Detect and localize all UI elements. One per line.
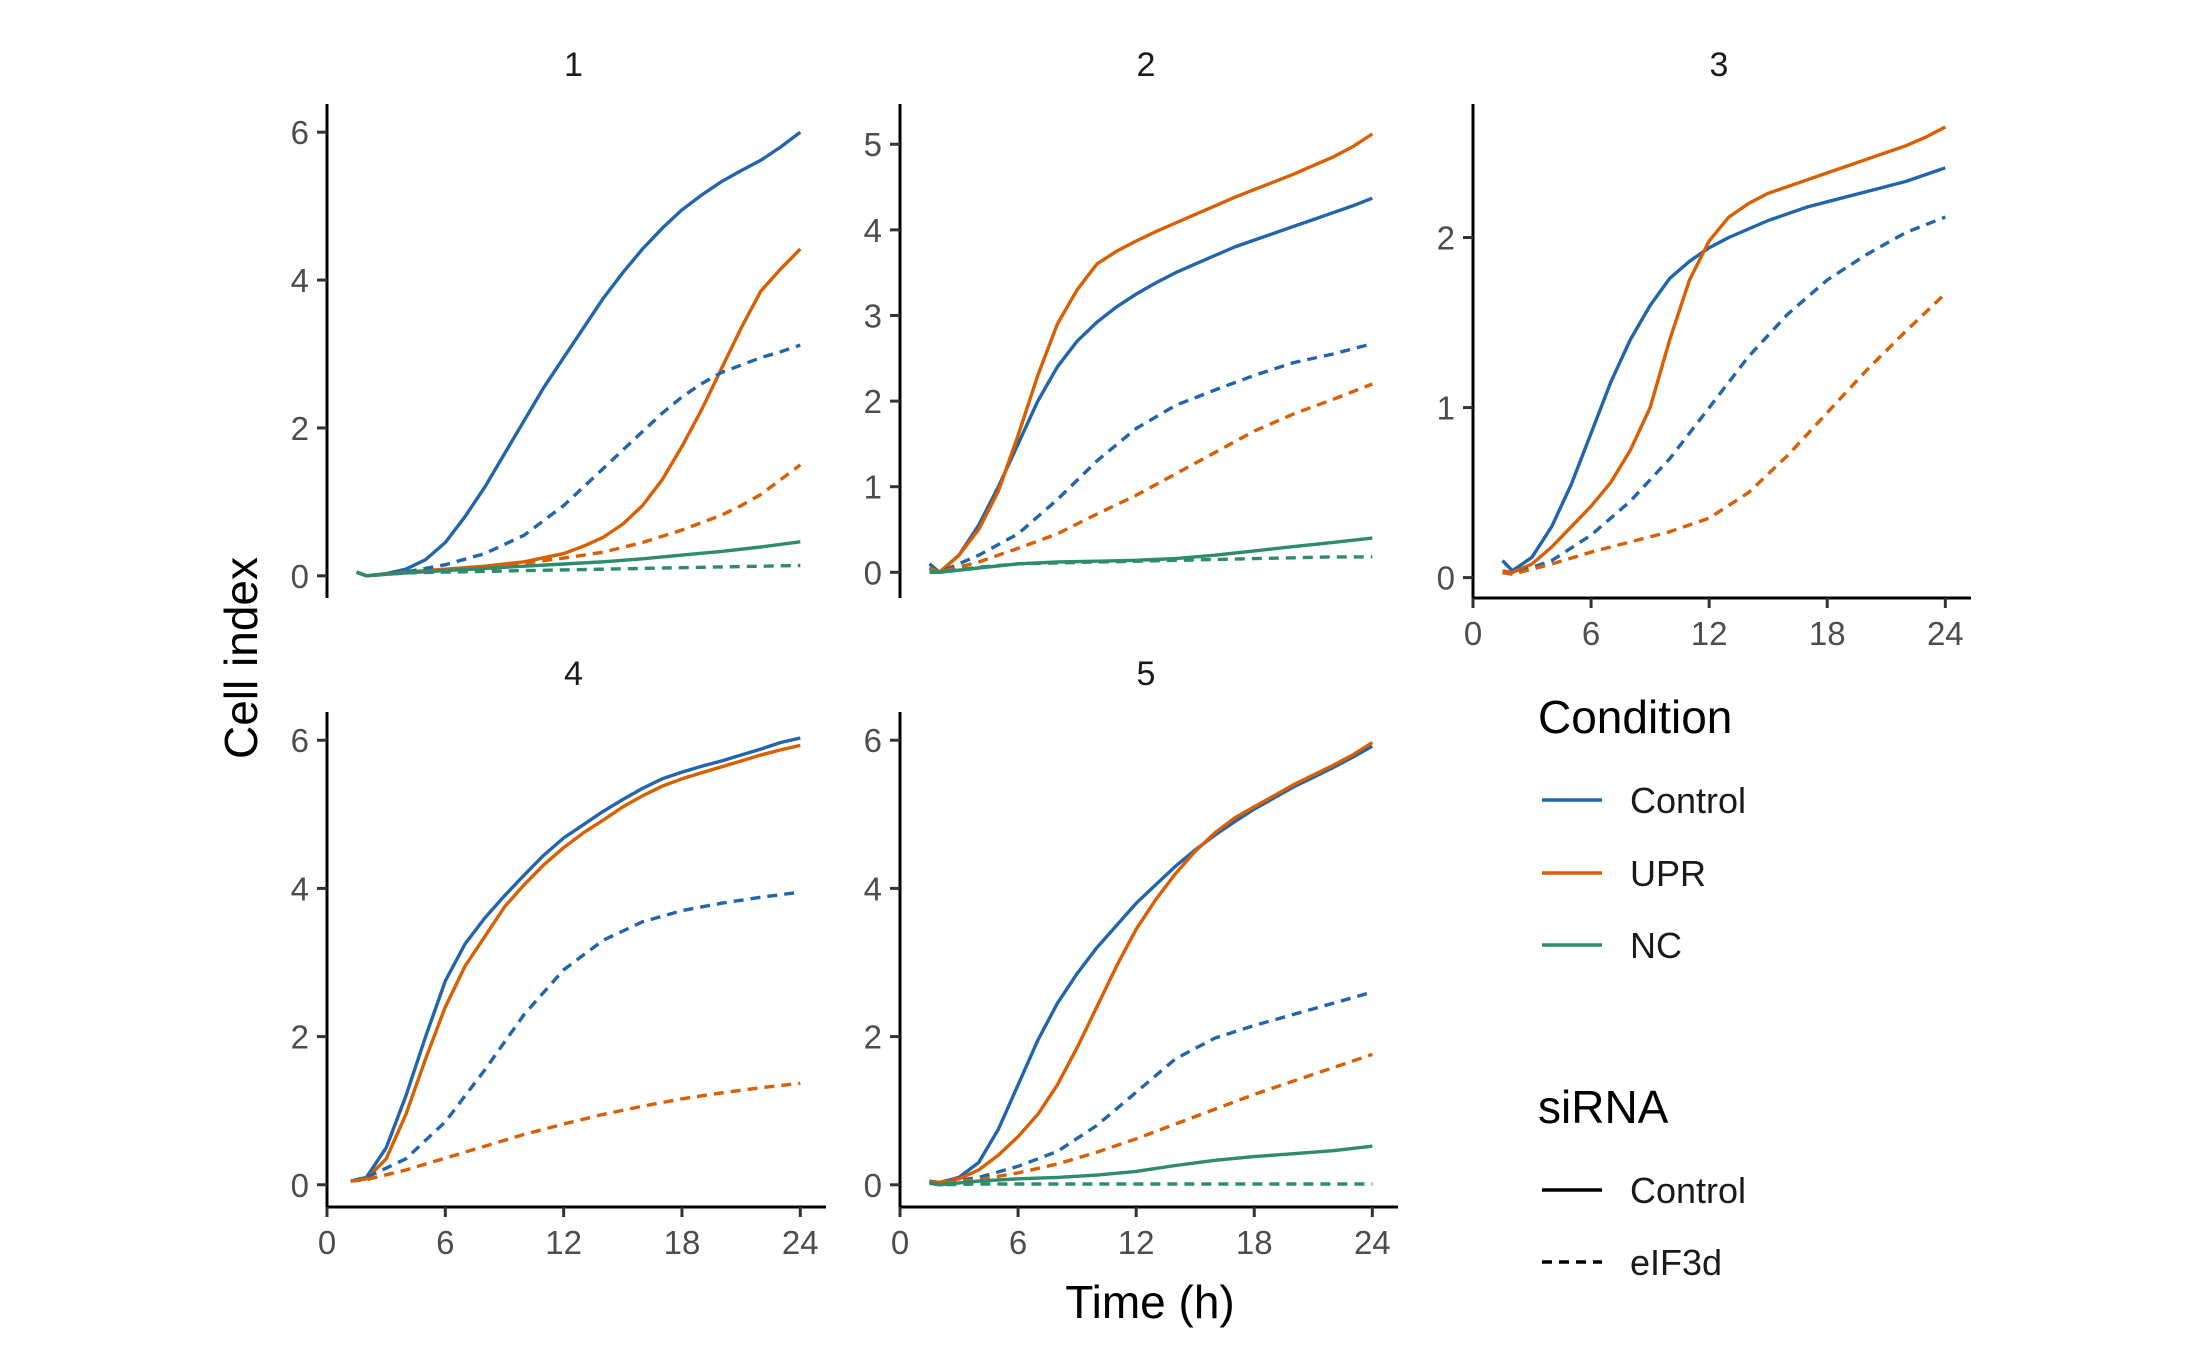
panel-2-y-tick-label: 2 [864, 383, 882, 420]
panel-5-x-tick-label: 0 [891, 1224, 909, 1261]
legend-sirna-label-eif3d: eIF3d [1630, 1242, 1722, 1283]
panel-3-x-tick-label: 12 [1691, 615, 1728, 652]
panel-2-series-control-eif3d [928, 342, 1373, 574]
legend-sirna: siRNA Control eIF3d [1538, 1081, 1746, 1283]
panel-1-y-tick-label: 2 [291, 410, 309, 447]
panel-4-x-tick-label: 6 [436, 1224, 454, 1261]
panel-3-y-tick-label: 0 [1437, 560, 1455, 597]
panel-3-series-upr-control [1502, 125, 1947, 575]
panel-5-series-nc-eif3d [929, 1181, 1373, 1187]
panel-5-x-tick-label: 12 [1118, 1224, 1155, 1261]
legend-condition-title: Condition [1538, 691, 1732, 743]
legend-sirna-label-control: Control [1630, 1170, 1746, 1211]
panel-2-strip-label: 2 [1137, 46, 1156, 84]
legend-condition-label-control: Control [1630, 780, 1746, 821]
panel-5-series-upr-eif3d [929, 1052, 1373, 1186]
panel-1-series-nc-eif3d [355, 563, 801, 578]
panel-3-y-tick-label: 2 [1437, 220, 1455, 257]
panel-2: 2 0 1 2 3 4 5 [864, 46, 1374, 598]
panel-5-y-tick-label: 2 [864, 1019, 882, 1056]
panel-4-x-tick-label: 18 [664, 1224, 701, 1261]
panel-2-y-tick-label: 4 [864, 212, 882, 249]
panel-2-y-tick-label: 1 [864, 469, 882, 506]
panel-3-x-tick-label: 0 [1464, 615, 1482, 652]
panel-1-series-upr-control [355, 247, 802, 578]
panel-2-y-tick-label: 3 [864, 297, 882, 334]
y-axis-title: Cell index [215, 557, 267, 759]
panel-1: 1 0 2 4 6 [291, 46, 802, 598]
panel-1-series-nc-control [355, 540, 801, 578]
panel-4-series-control-control [350, 736, 801, 1183]
panel-1-strip-label: 1 [564, 46, 583, 84]
panel-3-x-tick-label: 24 [1927, 615, 1964, 652]
panel-5-y-tick-label: 6 [864, 722, 882, 759]
legend-condition-label-nc: NC [1630, 925, 1682, 966]
panel-1-series-upr-eif3d [355, 463, 802, 578]
panel-1-series-control-control [355, 130, 802, 578]
panel-3-series-control-control [1501, 166, 1946, 573]
panel-5-series-nc-control [929, 1144, 1373, 1187]
panel-3-x-tick-label: 18 [1809, 615, 1846, 652]
panel-2-y-tick-label: 5 [864, 126, 882, 163]
panel-5-y-tick-label: 0 [864, 1167, 882, 1204]
panel-2-series-nc-eif3d [929, 555, 1373, 574]
panel-4-x-tick-label: 0 [318, 1224, 336, 1261]
panel-2-series-control-control [928, 196, 1373, 574]
panel-5-x-tick-label: 6 [1009, 1224, 1027, 1261]
panel-3-y-tick-label: 1 [1437, 390, 1455, 427]
panel-4-series-control-eif3d [350, 890, 801, 1183]
panel-1-y-tick-label: 6 [291, 114, 309, 151]
panel-4-x-tick-label: 12 [545, 1224, 582, 1261]
panel-5-x-tick-label: 24 [1354, 1224, 1391, 1261]
panel-4-x-tick-label: 24 [782, 1224, 819, 1261]
panel-4-y-tick-label: 2 [291, 1019, 309, 1056]
panel-2-y-tick-label: 0 [864, 554, 882, 591]
legend-sirna-title: siRNA [1538, 1081, 1669, 1133]
legend-condition-label-upr: UPR [1630, 853, 1706, 894]
panel-4-y-tick-label: 4 [291, 870, 309, 907]
panel-5-strip-label: 5 [1137, 655, 1156, 693]
x-axis-title: Time (h) [1065, 1276, 1235, 1328]
panel-2-series-upr-eif3d [928, 382, 1373, 574]
legend-condition: Condition Control UPR NC [1538, 691, 1746, 966]
panel-1-series-control-eif3d [355, 343, 801, 578]
panel-5-y-tick-label: 4 [864, 870, 882, 907]
panel-3-x-tick-label: 6 [1582, 615, 1600, 652]
panel-4-y-tick-label: 6 [291, 722, 309, 759]
panel-4-y-tick-label: 0 [291, 1167, 309, 1204]
panel-4-series-upr-eif3d [350, 1081, 801, 1183]
panel-1-y-tick-label: 0 [291, 558, 309, 595]
panel-5-x-tick-label: 18 [1236, 1224, 1273, 1261]
panel-4-strip-label: 4 [564, 655, 583, 693]
panel-2-series-upr-control [928, 132, 1374, 574]
panel-5-series-control-control [929, 744, 1374, 1185]
panel-5-series-upr-control [929, 741, 1374, 1185]
panel-5-series-control-eif3d [929, 990, 1373, 1186]
panel-4-series-upr-control [350, 743, 801, 1183]
panel-3-series-upr-eif3d [1502, 292, 1947, 576]
panel-3-series-control-eif3d [1502, 215, 1946, 576]
panel-1-y-tick-label: 4 [291, 262, 309, 299]
panel-3-strip-label: 3 [1710, 46, 1729, 84]
